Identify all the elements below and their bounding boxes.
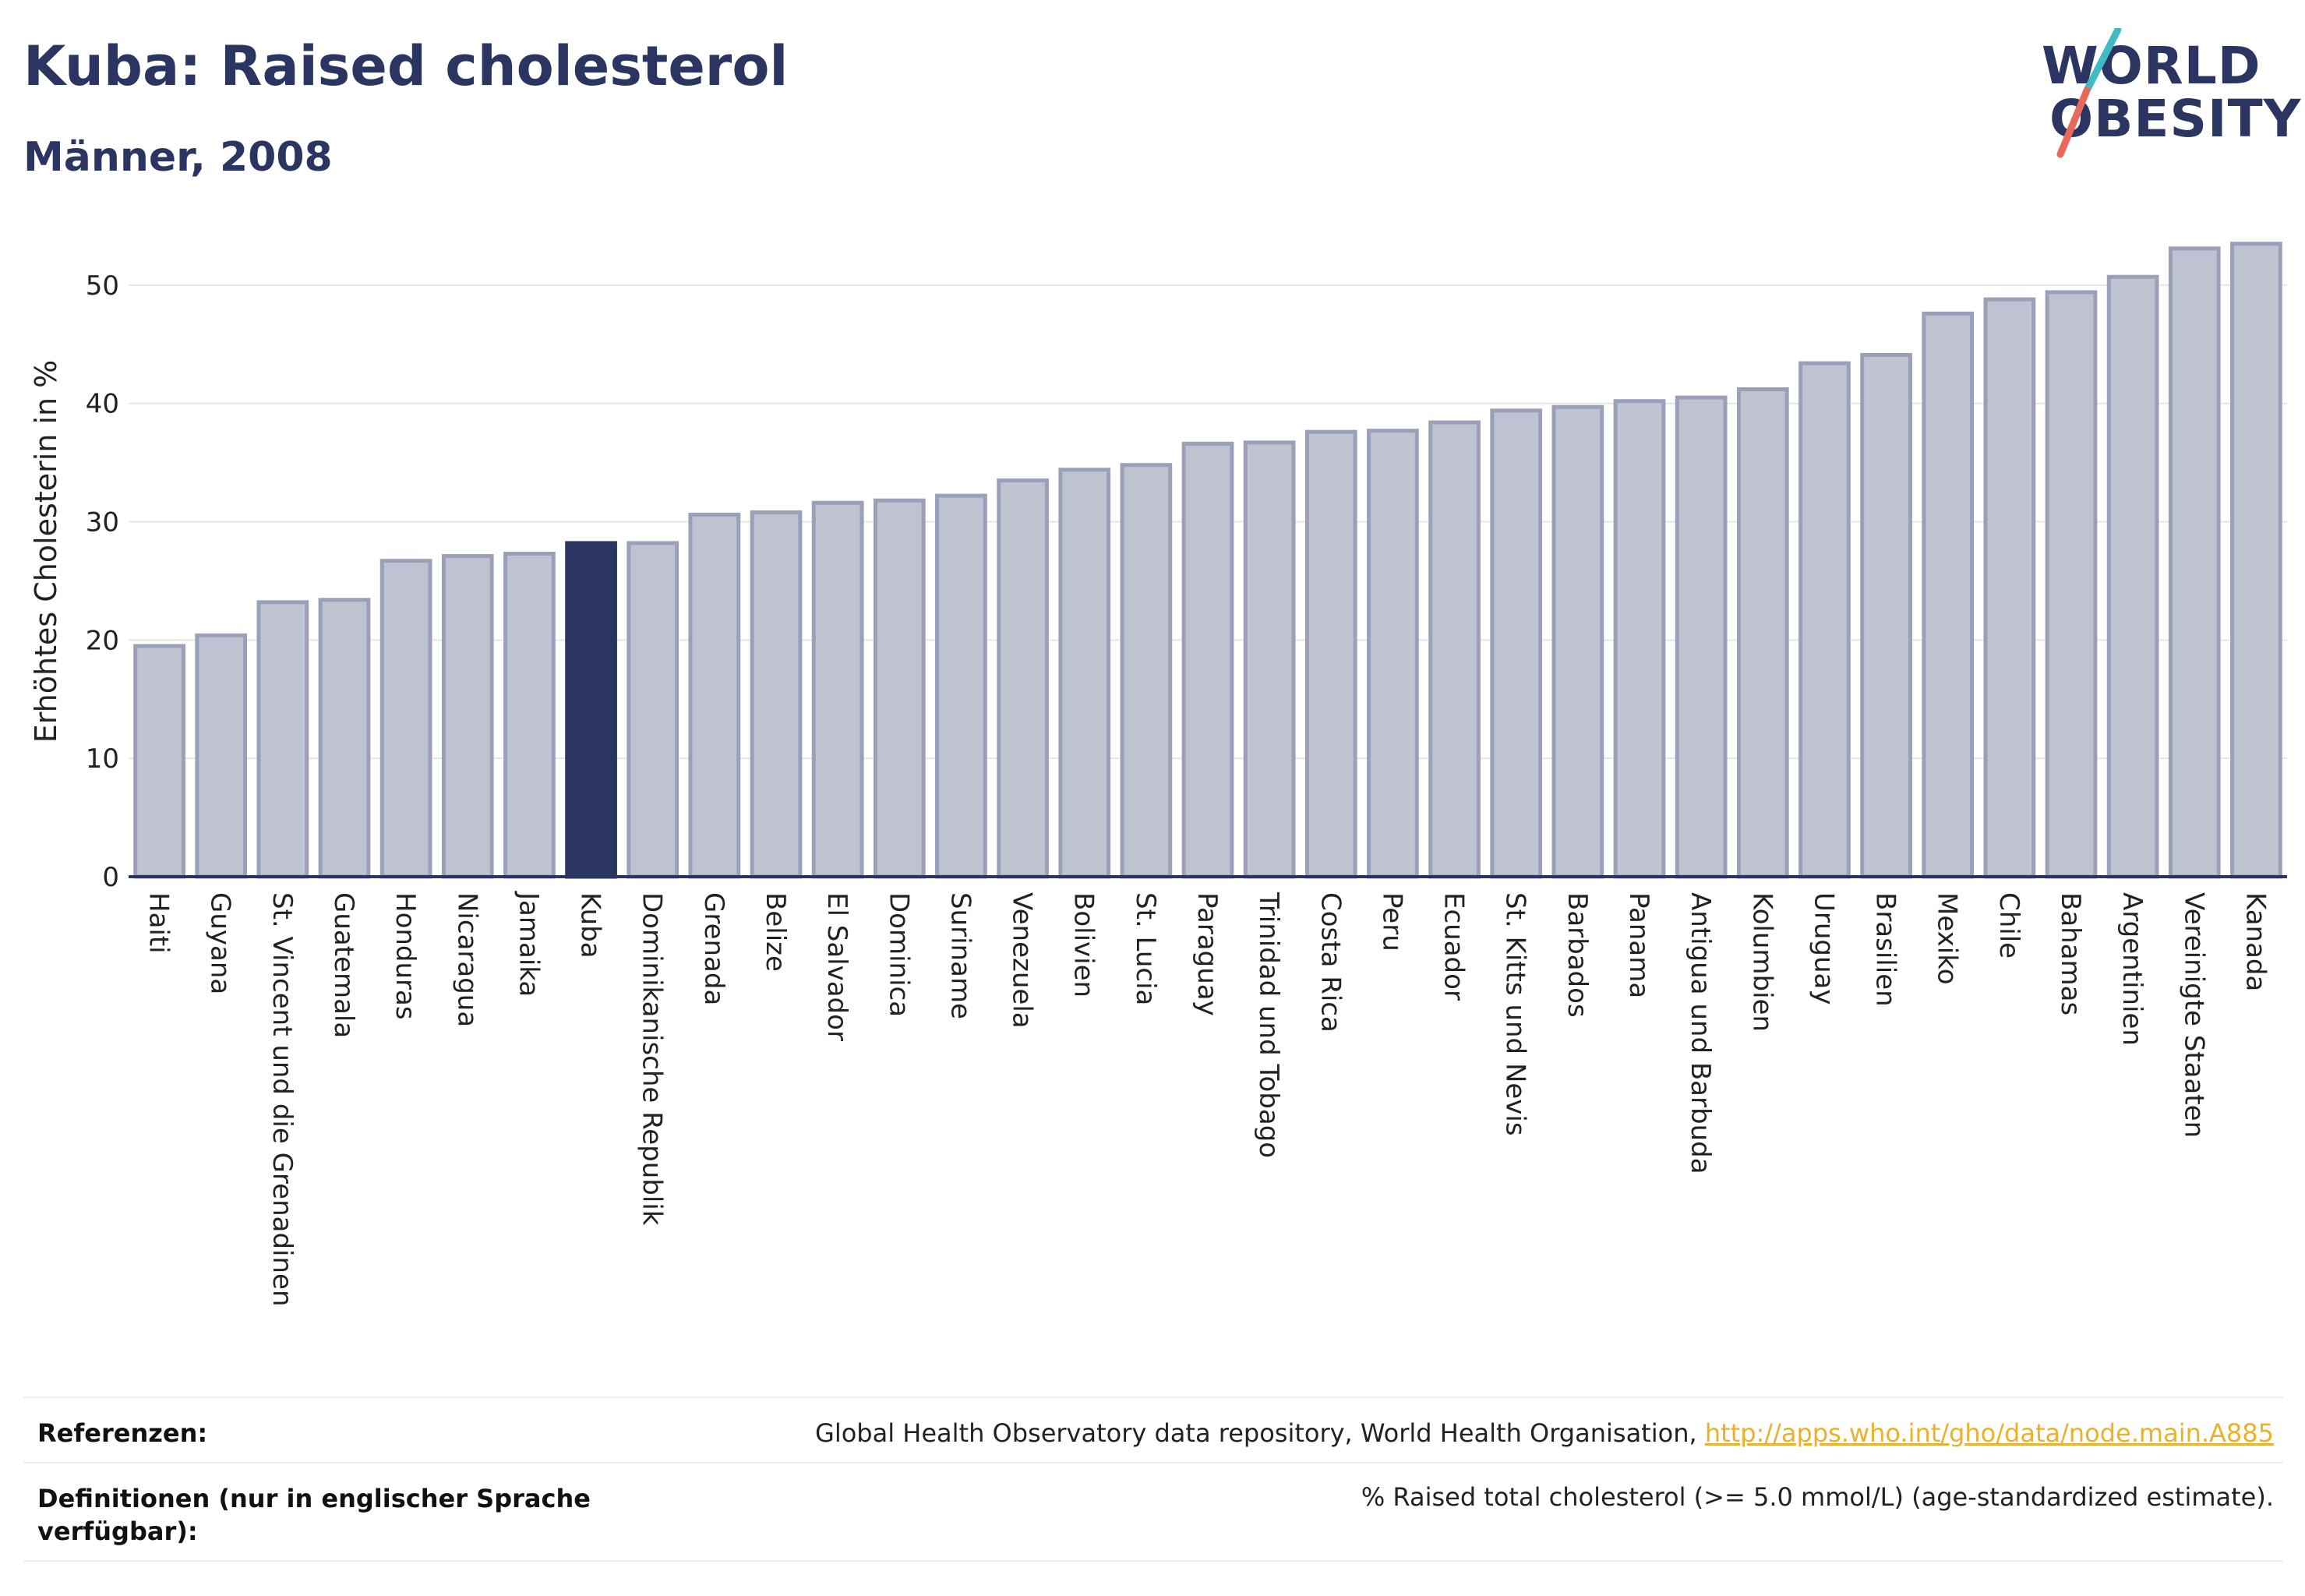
x-tick-label: Belize <box>760 892 791 972</box>
bar <box>441 554 494 879</box>
bar <box>688 512 741 879</box>
bar <box>1243 440 1296 879</box>
y-tick-label: 10 <box>86 743 119 775</box>
bar-chart: 0 10 20 30 40 50 Erhöhtes Cholesterin in % Hait… <box>29 242 2287 1307</box>
logo-text-world: WORLD <box>2042 36 2261 96</box>
x-tick-label: Jamaika <box>513 891 544 997</box>
x-tick-label: Honduras <box>390 892 421 1020</box>
bar <box>195 633 248 879</box>
bar <box>318 598 371 879</box>
y-tick-label: 30 <box>86 507 119 538</box>
bar <box>565 541 617 879</box>
x-tick-label: Nicaragua <box>451 892 482 1027</box>
y-tick-label: 0 <box>102 862 119 893</box>
world-obesity-logo: WORLD OBESITY <box>2026 28 2300 168</box>
bar <box>2045 290 2098 879</box>
references-link[interactable]: http://apps.who.int/gho/data/node.main.A… <box>1704 1418 2274 1448</box>
chart-title: Kuba: Raised cholesterol <box>23 34 789 98</box>
definitions-label: Definitionen (nur in englischer Sprache … <box>37 1484 591 1546</box>
bar <box>256 600 309 879</box>
references-label: Referenzen: <box>37 1418 208 1448</box>
x-tick-label: Dominikanische Republik <box>637 892 668 1226</box>
bar <box>1922 311 1975 879</box>
bar <box>2230 242 2282 879</box>
bar <box>379 559 432 879</box>
definitions-text: % Raised total cholesterol (>= 5.0 mmol/… <box>1361 1482 2274 1512</box>
x-tick-label: Bolivien <box>1068 892 1100 998</box>
bar <box>873 498 926 879</box>
x-tick-label: Bahamas <box>2055 892 2086 1015</box>
y-tick-label: 20 <box>86 625 119 656</box>
x-tick-label: Suriname <box>944 892 976 1019</box>
bar <box>627 541 679 879</box>
x-tick-label: St. Kitts und Nevis <box>1500 892 1531 1136</box>
bar <box>1613 399 1666 879</box>
references-source: Global Health Observatory data repositor… <box>815 1418 1705 1448</box>
x-tick-label: Haiti <box>143 892 175 954</box>
bar <box>1860 352 1912 879</box>
footer-divider-bottom <box>23 1560 2283 1562</box>
footer-divider-top <box>23 1396 2283 1398</box>
bar <box>1490 408 1543 879</box>
x-tick-label: Argentinien <box>2116 892 2148 1046</box>
bar <box>503 552 556 879</box>
footer-divider-middle <box>23 1462 2283 1464</box>
x-tick-label: Kanada <box>2240 892 2271 991</box>
bar <box>811 500 864 879</box>
x-tick-label: Ecuador <box>1438 892 1470 1001</box>
bar <box>133 644 185 879</box>
bar <box>1428 420 1481 879</box>
bar <box>935 493 987 879</box>
bar <box>1736 387 1789 879</box>
bar <box>2168 246 2221 879</box>
x-tick-label: Chile <box>1993 892 2024 959</box>
x-tick-label: Mexiko <box>1932 892 1963 985</box>
y-tick-label: 40 <box>86 389 119 420</box>
x-tick-label: Barbados <box>1562 892 1593 1018</box>
bar <box>1983 297 2036 879</box>
x-tick-label: Panama <box>1623 892 1654 998</box>
bar <box>2106 274 2159 879</box>
x-tick-label: Paraguay <box>1191 892 1223 1016</box>
x-tick-label: Guyana <box>205 892 236 994</box>
x-tick-label: Grenada <box>698 892 729 1005</box>
references-text: Global Health Observatory data repositor… <box>815 1418 2274 1448</box>
bar <box>1367 429 1419 879</box>
chart-subtitle: Männer, 2008 <box>23 134 333 181</box>
logo-slash-icon <box>2056 28 2122 158</box>
bar <box>1058 468 1111 879</box>
x-tick-label: Dominica <box>883 892 914 1017</box>
x-tick-label: Vereinigte Staaten <box>2178 892 2209 1138</box>
bar <box>1304 429 1357 879</box>
y-tick-label: 50 <box>86 270 119 302</box>
x-tick-label: Brasilien <box>1870 892 1901 1007</box>
x-tick-label: Antigua und Barbuda <box>1685 892 1716 1174</box>
x-tick-label: Costa Rica <box>1315 892 1346 1033</box>
bar <box>750 510 803 879</box>
bar <box>997 478 1049 879</box>
logo-text-obesity: OBESITY <box>2049 89 2302 149</box>
x-tick-label: Kuba <box>575 892 606 959</box>
bar <box>1181 441 1234 879</box>
x-tick-label: St. Vincent und die Grenadinen <box>267 892 298 1307</box>
x-tick-label: St. Lucia <box>1130 892 1161 1005</box>
y-axis-label: Erhöhtes Cholesterin in % <box>29 360 63 743</box>
bar <box>1798 361 1851 879</box>
bar <box>1551 404 1604 879</box>
bar <box>1675 395 1728 879</box>
x-tick-label: Guatemala <box>328 892 359 1038</box>
bar <box>1120 463 1173 879</box>
x-tick-label: Uruguay <box>1808 892 1839 1005</box>
x-tick-label: Trinidad und Tobago <box>1253 892 1284 1158</box>
x-tick-label: Venezuela <box>1007 892 1038 1029</box>
x-tick-label: Kolumbien <box>1746 892 1777 1032</box>
x-tick-label: Peru <box>1376 892 1407 952</box>
x-tick-label: El Salvador <box>821 892 852 1041</box>
